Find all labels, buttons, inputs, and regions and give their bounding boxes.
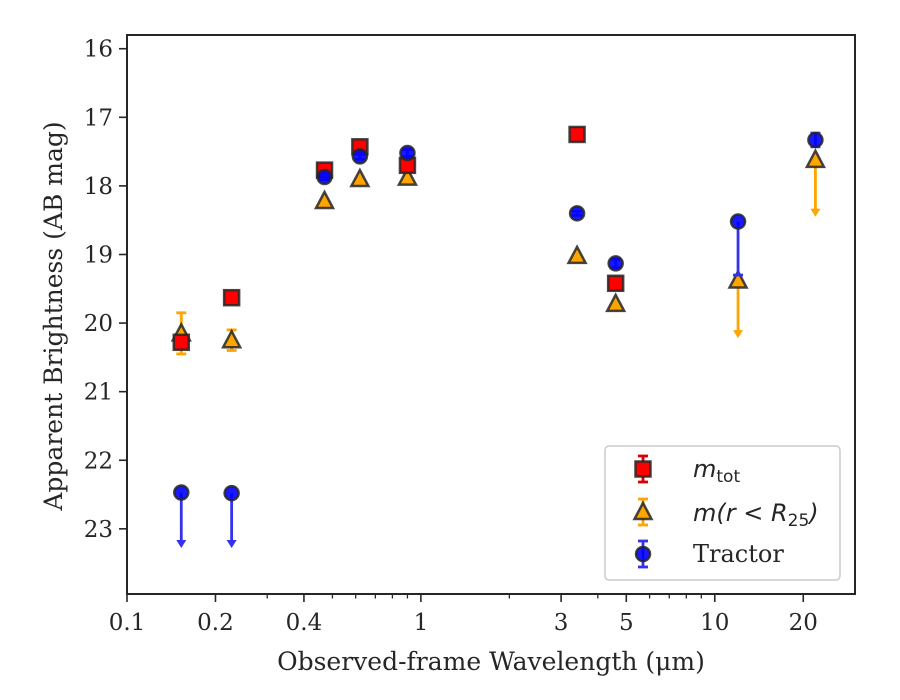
x-tick-label: 3: [554, 610, 569, 636]
legend-marker-mtot: [634, 460, 652, 478]
x-tick-label: 1: [414, 610, 429, 636]
legend-label-tractor: Tractor: [693, 540, 784, 568]
x-tick-label: 20: [789, 610, 818, 636]
series-layer: [170, 125, 826, 549]
legend-label-mtot-main: m: [693, 455, 716, 483]
legend-marker-tractor: [634, 545, 652, 563]
data-point: [804, 148, 826, 169]
data-point: [172, 333, 191, 352]
data-point: [223, 484, 240, 502]
data-point: [605, 292, 627, 313]
y-tick-label: 20: [84, 311, 113, 337]
y-tick-label: 22: [84, 448, 113, 474]
data-point: [173, 484, 190, 501]
legend-label-mtot-sub: tot: [716, 467, 740, 487]
limit-arrow: [226, 540, 237, 549]
plot-frame: [126, 34, 856, 595]
data-point: [222, 288, 241, 307]
series-tractor: [173, 131, 824, 549]
x-tick-label: 5: [619, 610, 634, 636]
data-point: [349, 167, 371, 188]
legend-symbols: [632, 454, 654, 569]
limit-arrow: [810, 208, 821, 217]
data-point: [568, 125, 586, 144]
x-tick-label: 0.4: [286, 610, 323, 636]
y-tick-label: 18: [84, 174, 113, 200]
y-tick-label: 19: [84, 242, 113, 268]
axes-layer: 0.1 0.2 0.4 1 3 5 10 20 16 17 18 19 20 21 22 23: [84, 37, 818, 636]
data-point: [399, 144, 416, 162]
y-tick-label: 17: [84, 105, 113, 131]
data-point: [313, 189, 336, 210]
limit-arrow: [733, 330, 744, 339]
x-axis-label: Observed-frame Wavelength (μm): [277, 647, 705, 676]
data-point: [566, 244, 588, 265]
data-point: [729, 213, 747, 230]
series-mtot: [172, 125, 625, 352]
x-tick-label: 0.1: [109, 610, 146, 636]
series-mr: [170, 148, 826, 356]
legend-marker-mr: [632, 500, 654, 521]
y-tick-label: 21: [84, 380, 113, 406]
legend: mtot m(r < R25) Tractor: [604, 445, 841, 581]
data-point: [607, 255, 624, 272]
x-tick-label: 10: [700, 610, 729, 636]
y-tick-label: 16: [84, 37, 113, 63]
legend-label-mr: m(r < R25): [693, 499, 819, 531]
y-axis-label: Apparent Brightness (AB mag): [39, 121, 68, 511]
data-point: [727, 268, 749, 289]
legend-box: [604, 445, 841, 581]
x-tick-label: 0.2: [197, 610, 234, 636]
data-point: [351, 148, 369, 165]
data-point: [316, 168, 333, 186]
limit-arrow: [176, 540, 187, 549]
data-point: [807, 131, 824, 149]
y-tick-label: 23: [84, 517, 113, 543]
legend-label-mtot: mtot: [693, 455, 740, 487]
data-point: [396, 166, 419, 186]
data-point: [221, 328, 243, 349]
data-point: [568, 205, 586, 222]
data-point: [606, 274, 625, 293]
